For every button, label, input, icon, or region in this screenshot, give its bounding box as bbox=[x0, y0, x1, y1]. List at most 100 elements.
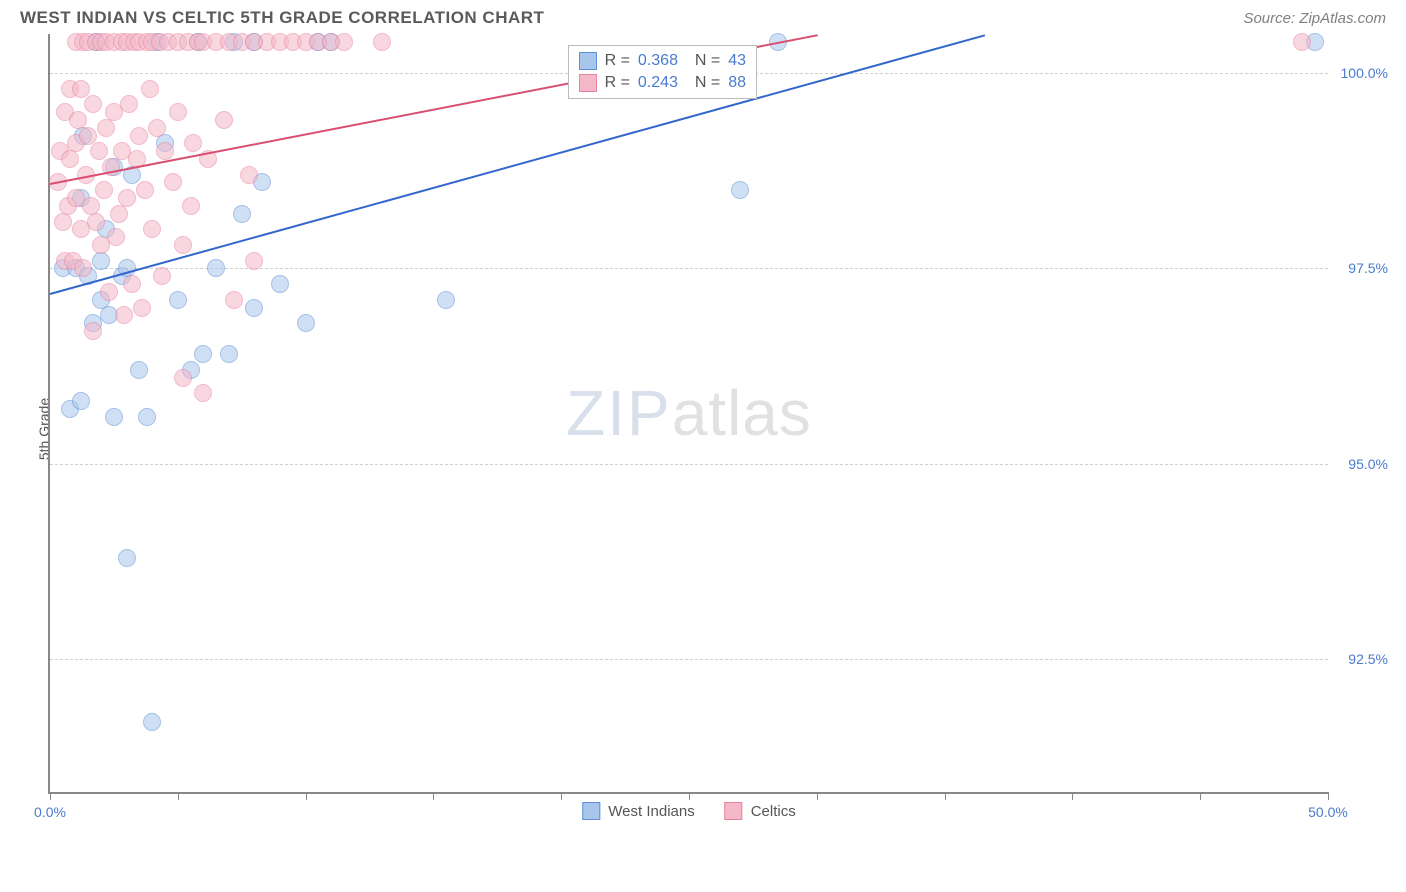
series-legend-label: Celtics bbox=[751, 803, 796, 820]
scatter-point bbox=[143, 713, 161, 731]
scatter-point bbox=[164, 173, 182, 191]
scatter-point bbox=[437, 291, 455, 309]
x-tick bbox=[433, 792, 434, 800]
scatter-point bbox=[118, 549, 136, 567]
x-tick bbox=[689, 792, 690, 800]
y-tick-label: 95.0% bbox=[1333, 456, 1388, 472]
scatter-point bbox=[245, 252, 263, 270]
chart-container: 5th Grade ZIPatlas 92.5%95.0%97.5%100.0%… bbox=[48, 34, 1388, 824]
scatter-point bbox=[335, 33, 353, 51]
scatter-point bbox=[74, 259, 92, 277]
scatter-point bbox=[95, 181, 113, 199]
scatter-point bbox=[194, 345, 212, 363]
scatter-point bbox=[373, 33, 391, 51]
scatter-point bbox=[233, 205, 251, 223]
legend-n-label: N = bbox=[686, 52, 720, 70]
chart-title: WEST INDIAN VS CELTIC 5TH GRADE CORRELAT… bbox=[20, 8, 544, 28]
scatter-point bbox=[215, 111, 233, 129]
scatter-point bbox=[207, 259, 225, 277]
scatter-point bbox=[156, 142, 174, 160]
legend-swatch bbox=[579, 74, 597, 92]
x-tick bbox=[50, 792, 51, 800]
scatter-point bbox=[245, 299, 263, 317]
stats-legend-row: R = 0.368 N = 43 bbox=[579, 50, 746, 72]
gridline-h bbox=[50, 464, 1328, 465]
scatter-point bbox=[54, 213, 72, 231]
x-tick bbox=[178, 792, 179, 800]
scatter-point bbox=[72, 80, 90, 98]
series-legend-item: Celtics bbox=[725, 802, 796, 820]
watermark: ZIPatlas bbox=[566, 376, 812, 450]
x-tick bbox=[1200, 792, 1201, 800]
x-tick bbox=[1328, 792, 1329, 800]
y-tick-label: 100.0% bbox=[1333, 65, 1388, 81]
series-legend: West Indians Celtics bbox=[582, 802, 795, 820]
gridline-h bbox=[50, 659, 1328, 660]
scatter-point bbox=[130, 127, 148, 145]
legend-swatch bbox=[582, 802, 600, 820]
scatter-point bbox=[194, 384, 212, 402]
stats-legend: R = 0.368 N = 43R = 0.243 N = 88 bbox=[568, 45, 757, 99]
chart-source: Source: ZipAtlas.com bbox=[1243, 10, 1386, 27]
scatter-point bbox=[72, 392, 90, 410]
gridline-h bbox=[50, 268, 1328, 269]
legend-r-label: R = bbox=[605, 52, 630, 70]
scatter-point bbox=[174, 369, 192, 387]
series-legend-item: West Indians bbox=[582, 802, 694, 820]
scatter-point bbox=[118, 189, 136, 207]
legend-swatch bbox=[725, 802, 743, 820]
scatter-point bbox=[225, 291, 243, 309]
legend-n-value: 88 bbox=[728, 74, 746, 92]
scatter-point bbox=[133, 299, 151, 317]
scatter-point bbox=[92, 252, 110, 270]
x-tick bbox=[306, 792, 307, 800]
scatter-point bbox=[138, 408, 156, 426]
scatter-point bbox=[136, 181, 154, 199]
scatter-point bbox=[143, 220, 161, 238]
scatter-point bbox=[240, 166, 258, 184]
scatter-point bbox=[130, 361, 148, 379]
scatter-point bbox=[90, 142, 108, 160]
scatter-point bbox=[271, 275, 289, 293]
legend-r-value: 0.243 bbox=[638, 74, 678, 92]
scatter-point bbox=[1293, 33, 1311, 51]
x-tick bbox=[561, 792, 562, 800]
scatter-point bbox=[169, 103, 187, 121]
scatter-point bbox=[169, 291, 187, 309]
stats-legend-row: R = 0.243 N = 88 bbox=[579, 72, 746, 94]
scatter-point bbox=[84, 322, 102, 340]
x-tick bbox=[817, 792, 818, 800]
scatter-point bbox=[220, 345, 238, 363]
scatter-point bbox=[84, 95, 102, 113]
x-tick-label: 50.0% bbox=[1308, 804, 1348, 820]
scatter-point bbox=[105, 408, 123, 426]
scatter-point bbox=[731, 181, 749, 199]
legend-n-label: N = bbox=[686, 74, 720, 92]
scatter-point bbox=[153, 267, 171, 285]
scatter-point bbox=[115, 306, 133, 324]
plot-area: ZIPatlas 92.5%95.0%97.5%100.0%0.0%50.0%R… bbox=[48, 34, 1328, 794]
x-tick bbox=[945, 792, 946, 800]
scatter-point bbox=[184, 134, 202, 152]
scatter-point bbox=[100, 283, 118, 301]
y-tick-label: 92.5% bbox=[1333, 651, 1388, 667]
x-tick bbox=[1072, 792, 1073, 800]
scatter-point bbox=[120, 95, 138, 113]
scatter-point bbox=[141, 80, 159, 98]
scatter-point bbox=[61, 150, 79, 168]
y-tick-label: 97.5% bbox=[1333, 260, 1388, 276]
scatter-point bbox=[174, 236, 192, 254]
scatter-point bbox=[97, 119, 115, 137]
scatter-point bbox=[148, 119, 166, 137]
scatter-point bbox=[182, 197, 200, 215]
watermark-atlas: atlas bbox=[672, 377, 812, 449]
scatter-point bbox=[123, 275, 141, 293]
scatter-point bbox=[110, 205, 128, 223]
scatter-point bbox=[107, 228, 125, 246]
series-legend-label: West Indians bbox=[608, 803, 694, 820]
chart-header: WEST INDIAN VS CELTIC 5TH GRADE CORRELAT… bbox=[0, 0, 1406, 34]
legend-n-value: 43 bbox=[728, 52, 746, 70]
watermark-zip: ZIP bbox=[566, 377, 672, 449]
scatter-point bbox=[297, 314, 315, 332]
legend-r-label: R = bbox=[605, 74, 630, 92]
